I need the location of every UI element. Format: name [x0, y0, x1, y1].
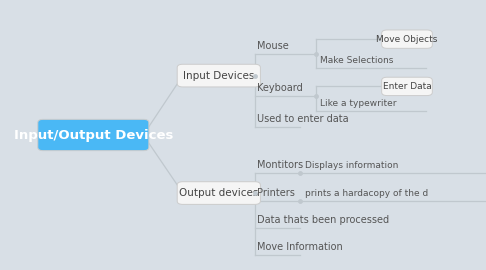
FancyBboxPatch shape: [177, 182, 260, 204]
Text: Keyboard: Keyboard: [258, 83, 303, 93]
Text: Displays information: Displays information: [305, 161, 398, 170]
Text: Make Selections: Make Selections: [320, 56, 394, 65]
Text: Printers: Printers: [258, 188, 295, 198]
FancyBboxPatch shape: [38, 119, 149, 151]
FancyBboxPatch shape: [382, 30, 433, 48]
Text: Move Objects: Move Objects: [376, 35, 438, 44]
Text: Input Devices: Input Devices: [183, 70, 255, 81]
Text: Input/Output Devices: Input/Output Devices: [14, 129, 173, 141]
Text: Output devices: Output devices: [179, 188, 259, 198]
Text: prints a hardacopy of the d: prints a hardacopy of the d: [305, 190, 428, 198]
Text: Like a typewriter: Like a typewriter: [320, 99, 397, 108]
FancyBboxPatch shape: [382, 77, 433, 96]
Text: Enter Data: Enter Data: [382, 82, 432, 91]
Text: Used to enter data: Used to enter data: [258, 114, 349, 124]
Text: Move Information: Move Information: [258, 242, 343, 252]
Text: Data thats been processed: Data thats been processed: [258, 215, 389, 225]
Text: Montitors: Montitors: [258, 160, 303, 170]
FancyBboxPatch shape: [177, 64, 260, 87]
Text: Mouse: Mouse: [258, 41, 289, 51]
